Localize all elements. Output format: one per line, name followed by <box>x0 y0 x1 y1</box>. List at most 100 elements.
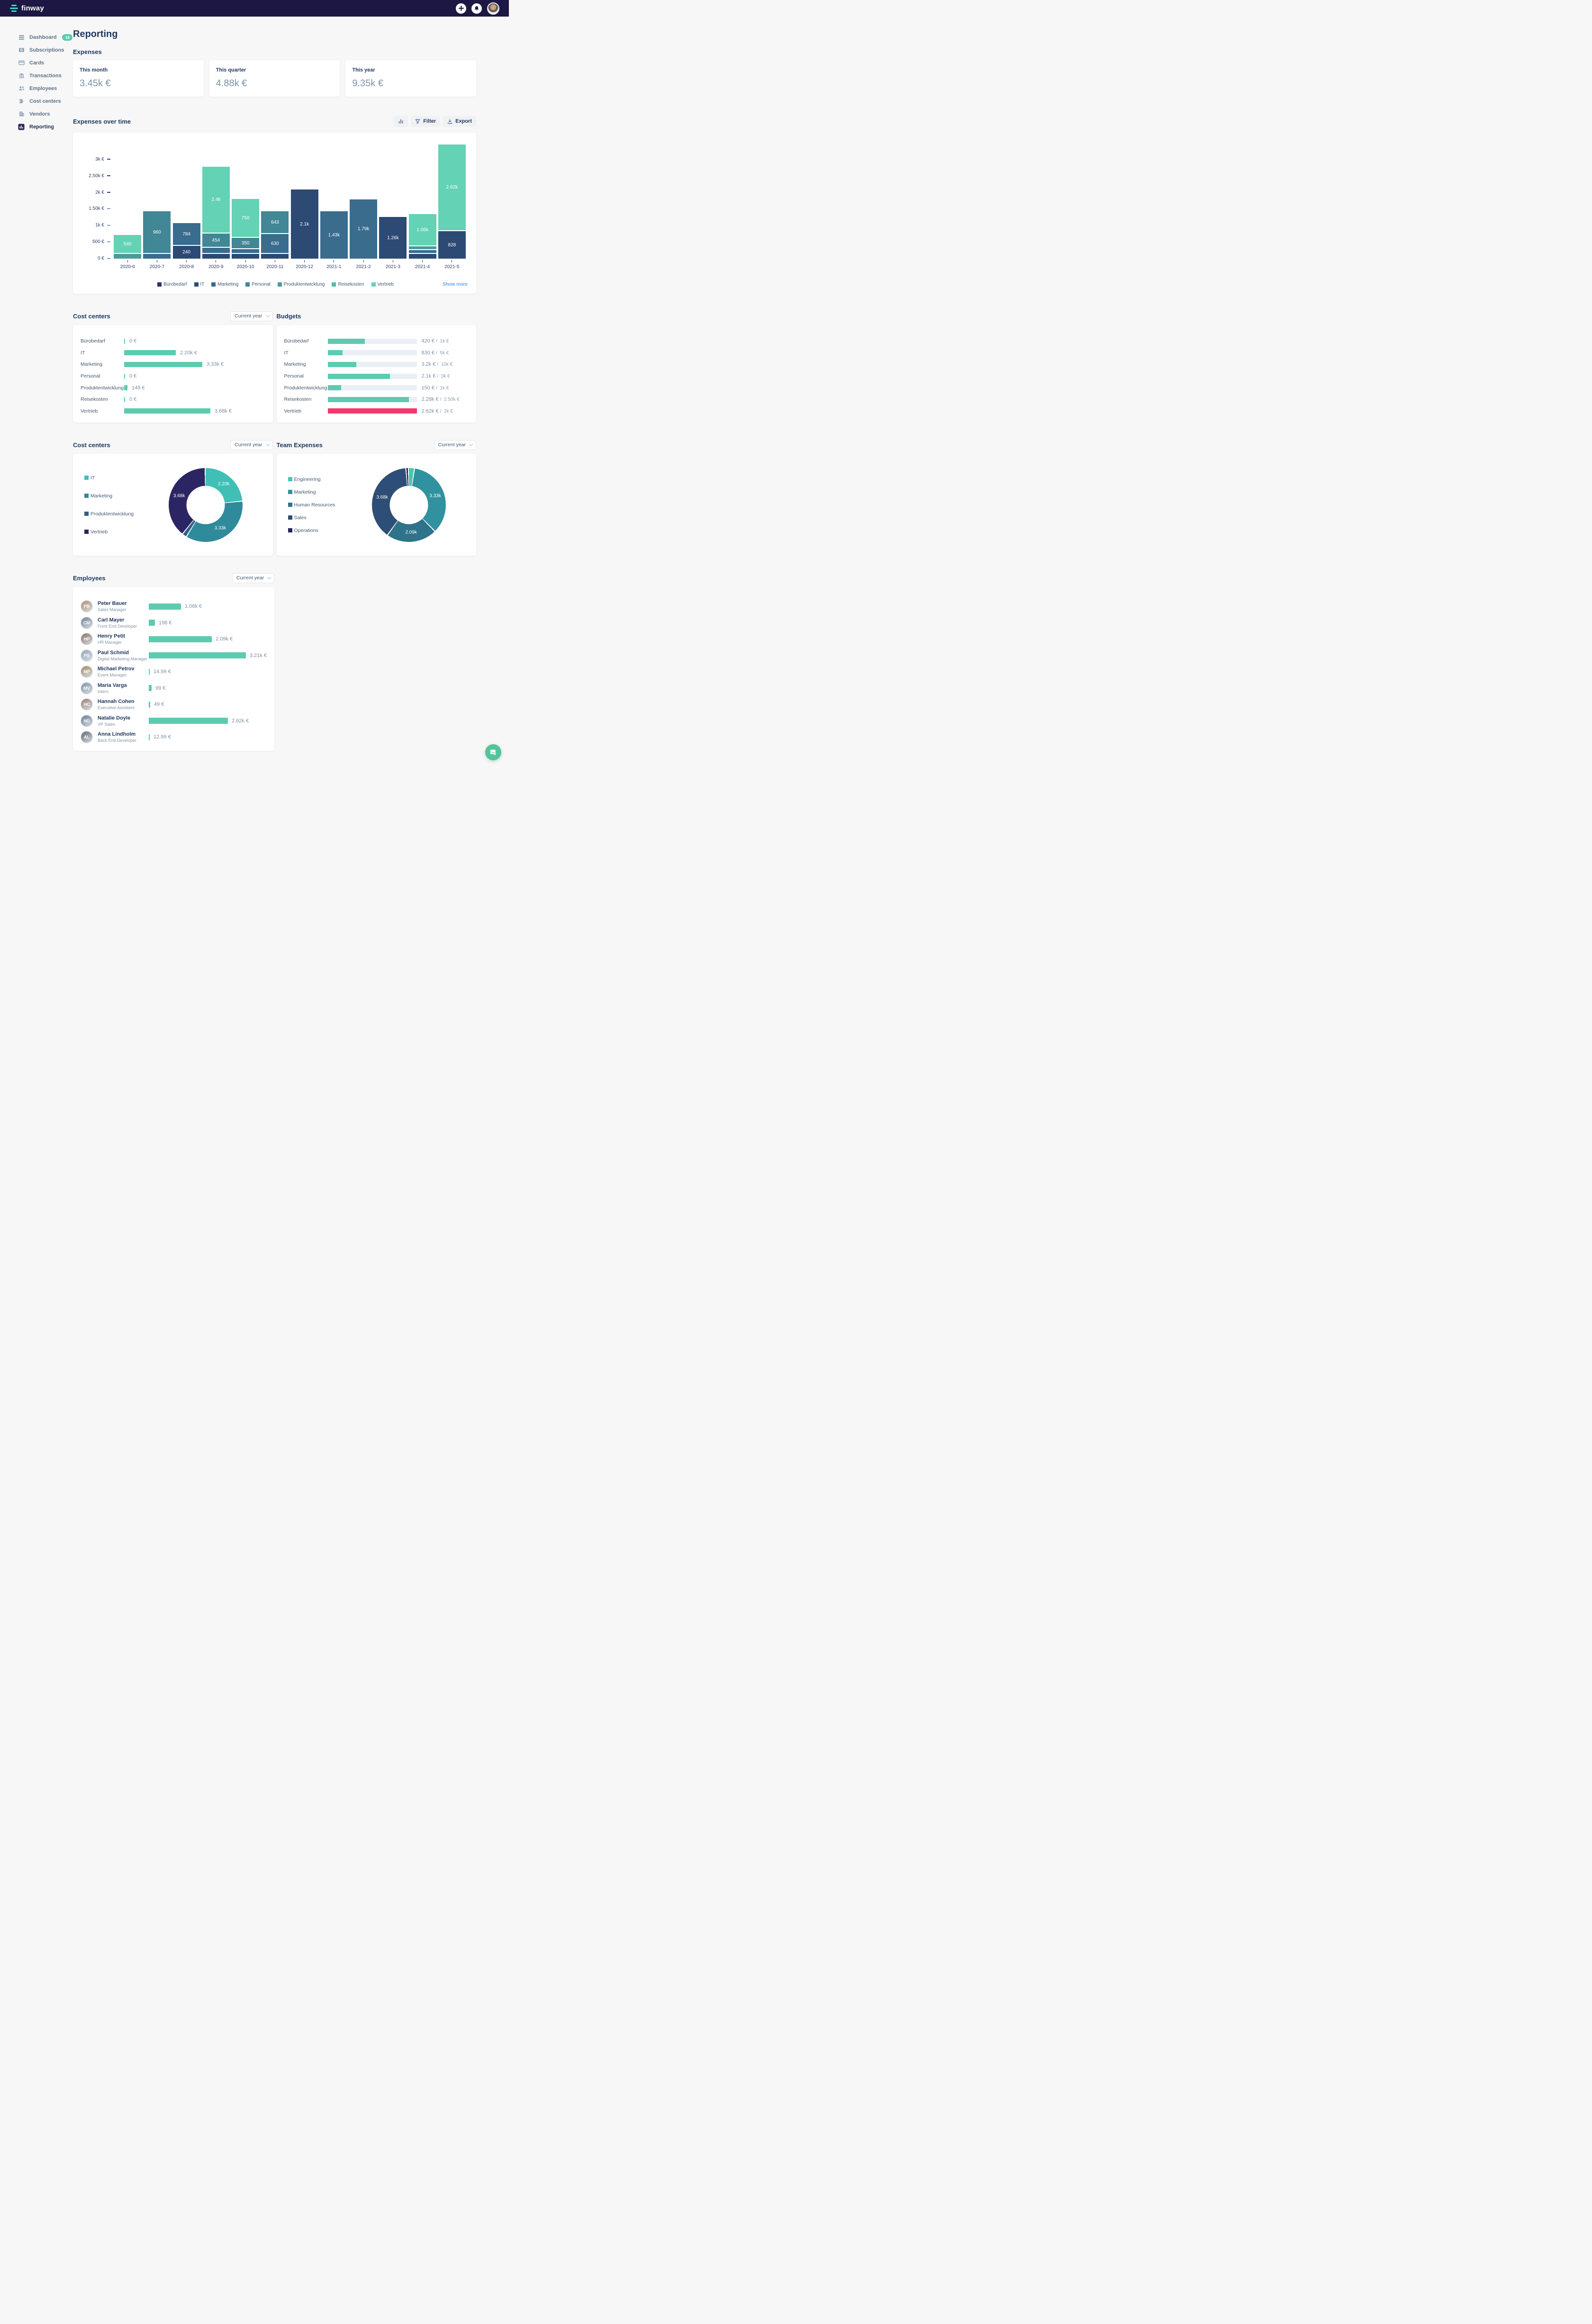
legend-swatch <box>157 282 162 287</box>
legend-item: Marketing <box>211 282 238 287</box>
expense-summary-cards: This month 3.45k € This quarter 4.88k € … <box>73 60 477 97</box>
x-axis-tick <box>127 260 128 262</box>
donut-legend: IT Marketing Produktentwicklung Vertrieb <box>84 475 134 535</box>
avatar: MP <box>81 666 93 678</box>
user-avatar[interactable] <box>487 2 499 15</box>
employee-row: PS Paul Schmid Digital Marketing Manager 3.… <box>81 648 267 664</box>
employee-expense-bar <box>149 685 152 692</box>
donut-value-label: 3.68k <box>376 495 388 500</box>
sidebar-item-employees[interactable]: Employees <box>18 82 73 95</box>
budget-values: 3.2k € / 10k € <box>422 361 453 367</box>
budget-total: / 5k € <box>436 350 449 356</box>
employees-period-dropdown[interactable]: Current year <box>232 573 275 583</box>
stacked-bar: 960 <box>143 211 171 259</box>
chart-type-button[interactable] <box>394 116 408 127</box>
budget-fill <box>327 385 341 391</box>
sidebar-item-label: Reporting <box>29 124 54 130</box>
bar-value-label: 1.43k <box>328 232 340 238</box>
sidebar-item-dashboard[interactable]: Dashboard 18 <box>18 31 73 44</box>
budgets-heading: Budgets <box>276 312 301 320</box>
budget-track <box>327 396 417 402</box>
bar-chart-icon <box>398 119 403 124</box>
sidebar-item-cards[interactable]: Cards <box>18 56 73 69</box>
bar-segment <box>261 254 289 259</box>
bar-value-label: 2.62k <box>446 185 458 190</box>
cost-center-row: Marketing 3.33k € <box>81 359 265 370</box>
budget-spent: 420 € <box>421 338 435 344</box>
y-axis-tick <box>107 192 110 193</box>
bar-segment <box>143 254 171 259</box>
sidebar-item-reporting[interactable]: Reporting <box>18 120 73 133</box>
budget-fill <box>327 408 417 414</box>
budget-spent: 3.2k € <box>421 361 436 368</box>
brand-name: finway <box>21 4 44 12</box>
legend-swatch <box>277 282 282 287</box>
legend-swatch <box>288 503 292 507</box>
x-axis-label: 2020-7 <box>142 260 172 270</box>
dashboard-icon <box>18 34 25 40</box>
legend-item: Engineering <box>288 477 335 482</box>
filter-button[interactable]: Filter <box>411 116 441 127</box>
legend-item: Human Resources <box>288 502 335 508</box>
bar-column: 750 350 2020-10 <box>231 142 260 270</box>
bar-value-label: 1.79k <box>357 226 370 232</box>
bar-segment: 454 <box>202 234 230 248</box>
stacked-bar: 540 <box>114 235 142 259</box>
sidebar-item-vendors[interactable]: Vendors <box>18 108 73 120</box>
stacked-bar: 1.26k <box>379 217 407 259</box>
sidebar-item-cost-centers[interactable]: Cost centers <box>18 95 73 108</box>
chat-launcher-button[interactable] <box>485 744 501 760</box>
vendors-icon <box>18 111 25 117</box>
cost-centers-period-dropdown[interactable]: Current year <box>230 311 273 321</box>
chevron-down-icon <box>265 313 270 317</box>
cost-center-label: Marketing <box>81 361 103 368</box>
add-button[interactable] <box>456 3 466 14</box>
team-expenses-period-dropdown[interactable]: Current year <box>434 440 476 450</box>
show-more-link[interactable]: Show more <box>442 281 468 287</box>
legend-swatch <box>84 494 89 498</box>
budget-total: / 10k € <box>437 362 453 368</box>
avatar: CM <box>81 616 93 629</box>
x-axis-label: 2020-11 <box>260 260 289 270</box>
legend-item: Marketing <box>288 489 335 495</box>
employee-name: Michael Petrov <box>98 666 135 672</box>
employee-role: Event Manager <box>98 673 127 678</box>
donut-hole <box>389 486 428 524</box>
cost-centers-donut-section: Cost centers Current year IT Marketing Pro… <box>73 440 273 556</box>
employee-expense-value: 12.99 € <box>154 734 171 740</box>
budget-track <box>327 373 417 379</box>
employee-meta: Hannah Cohen Executive Assistent <box>98 699 149 710</box>
subscriptions-icon <box>18 47 25 53</box>
budget-values: 420 € / 1k € <box>422 338 449 344</box>
donut-legend: Engineering Marketing Human Resources Sales… <box>288 477 335 533</box>
legend-item: Reisekosten <box>332 282 364 287</box>
x-axis-label: 2020-6 <box>113 260 142 270</box>
stacked-bar: 2.1k <box>290 189 318 259</box>
sidebar-item-transactions[interactable]: Transactions <box>18 69 73 82</box>
bar-segment <box>408 250 436 254</box>
dashboard-badge: 18 <box>62 34 72 41</box>
bar-column: 1.79k 2021-2 <box>349 142 378 270</box>
employee-name: Peter Bauer <box>98 601 127 607</box>
bar-segment: 2.62k <box>438 144 466 231</box>
team-expenses-donut-panel: Engineering Marketing Human Resources Sales… <box>276 454 476 556</box>
cost-centers-donut-period-dropdown[interactable]: Current year <box>230 440 273 450</box>
finway-logo[interactable]: finway <box>10 4 44 12</box>
export-button[interactable]: Export <box>443 116 476 127</box>
donut-hole <box>186 486 225 524</box>
budget-row: Personal 2.1k € / 3k € <box>284 370 469 382</box>
notifications-button[interactable] <box>471 3 482 14</box>
bar-segment: 643 <box>261 211 289 234</box>
employee-expense-value: 2.62k € <box>232 718 249 724</box>
employee-name: Paul Schmid <box>98 649 129 656</box>
employee-role: Executive Assistent <box>98 705 135 711</box>
sidebar-item-subscriptions[interactable]: Subscriptions <box>18 44 73 56</box>
bar-value-label: 643 <box>271 219 279 225</box>
budget-values: 2.62k € / 2k € <box>422 408 453 414</box>
employee-meta: Henry Petit HR Manager <box>98 633 149 645</box>
donut-value-label: 3.33k <box>214 525 226 531</box>
stacked-bar: 750 350 <box>232 199 260 259</box>
x-axis-label: 2021-5 <box>437 260 467 270</box>
legend-item: IT <box>84 475 134 481</box>
cost-center-value: 0 € <box>129 396 137 403</box>
